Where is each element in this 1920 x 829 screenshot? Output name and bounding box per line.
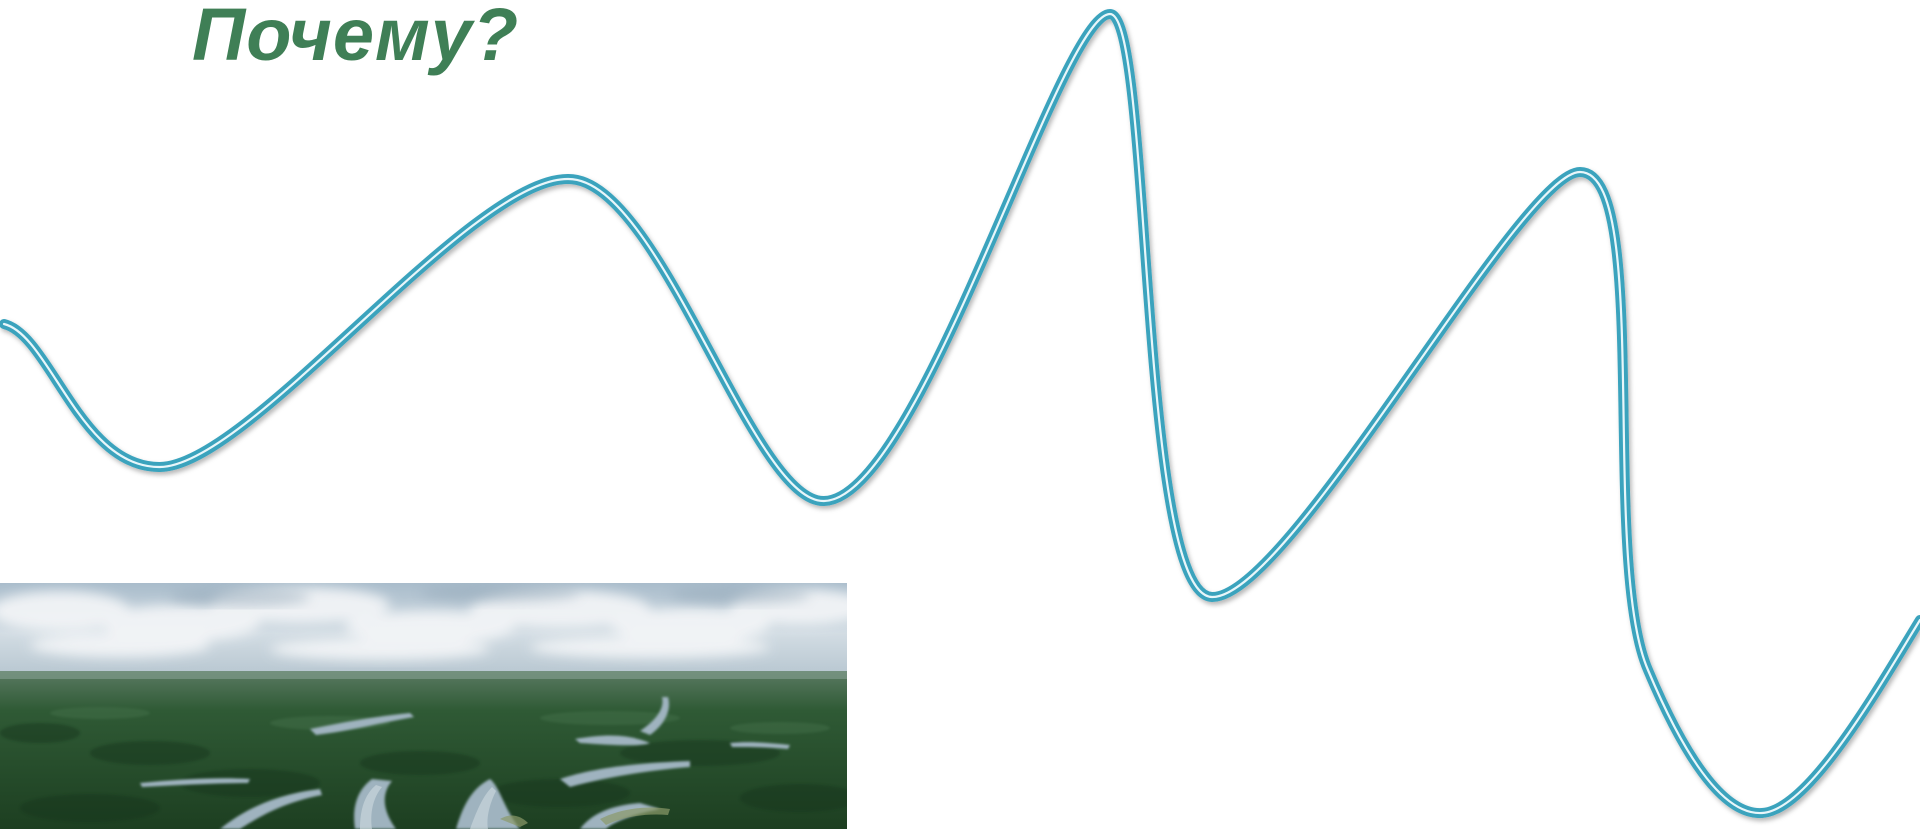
aerial-river-landscape-photo — [0, 583, 847, 829]
slide-title: Почему? — [192, 0, 520, 76]
